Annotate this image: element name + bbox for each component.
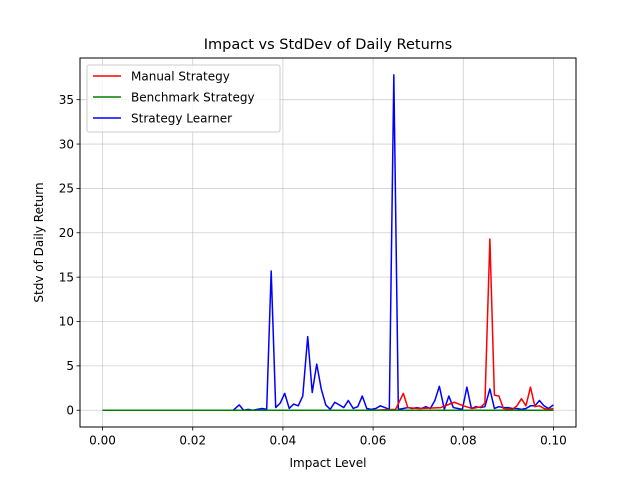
y-tick-label: 5 [66, 359, 74, 373]
y-axis-ticks: 0 5 10 15 20 25 30 35 [59, 93, 80, 417]
y-tick-label: 15 [59, 270, 74, 284]
y-axis-label: Stdv of Daily Return [32, 182, 46, 302]
legend-label-manual-strategy: Manual Strategy [131, 69, 230, 83]
legend-label-strategy-learner: Strategy Learner [131, 111, 232, 125]
chart-title: Impact vs StdDev of Daily Returns [204, 37, 452, 53]
x-tick-label: 0.06 [360, 434, 387, 448]
series-line-strategy-learner [102, 74, 554, 411]
x-tick-label: 0.08 [450, 434, 477, 448]
legend: Manual Strategy Benchmark Strategy Strateg… [86, 64, 281, 133]
plot-frame [79, 57, 577, 428]
y-tick-label: 10 [59, 315, 74, 329]
y-tick-label: 0 [66, 403, 74, 417]
x-tick-label: 0.00 [89, 434, 116, 448]
legend-label-benchmark-strategy: Benchmark Strategy [131, 90, 255, 104]
x-tick-label: 0.04 [270, 434, 297, 448]
y-tick-label: 25 [59, 182, 74, 196]
x-axis-ticks: 0.00 0.02 0.04 0.06 0.08 0.10 [89, 427, 567, 448]
series-lines [102, 74, 554, 411]
x-tick-label: 0.02 [179, 434, 206, 448]
x-axis-label: Impact Level [290, 456, 367, 470]
y-tick-label: 20 [59, 226, 74, 240]
y-tick-label: 30 [59, 137, 74, 151]
x-tick-label: 0.10 [540, 434, 567, 448]
y-tick-label: 35 [59, 93, 74, 107]
legend-box [86, 64, 281, 133]
